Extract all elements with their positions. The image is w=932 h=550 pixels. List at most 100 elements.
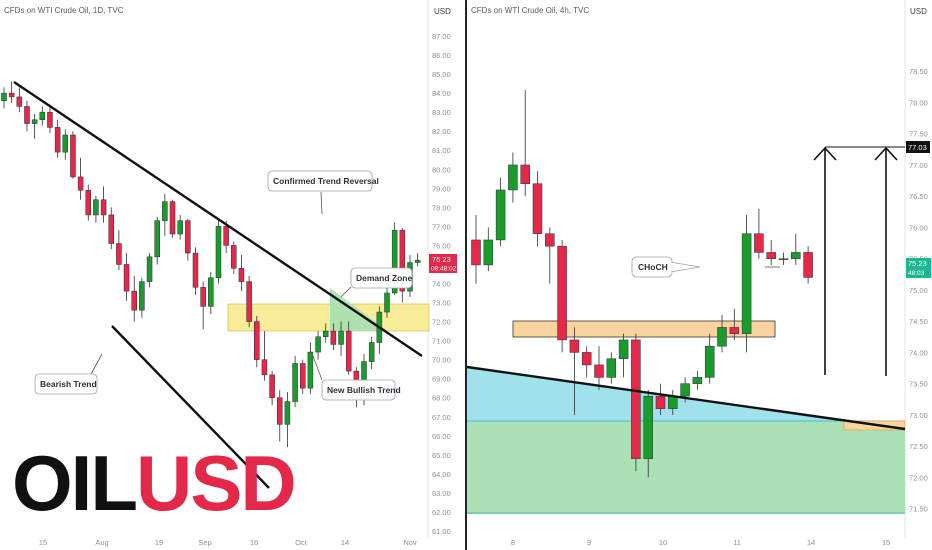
brand-right: USD bbox=[136, 439, 295, 527]
candle-body bbox=[704, 345, 715, 378]
daily-x-tick-label: 15 bbox=[39, 538, 47, 547]
candle bbox=[471, 214, 481, 284]
candle bbox=[238, 254, 245, 292]
candle-body bbox=[618, 339, 629, 359]
candle-body bbox=[123, 264, 130, 292]
candle-body bbox=[803, 252, 813, 278]
candle bbox=[741, 214, 752, 353]
candle-body bbox=[277, 397, 283, 425]
candle bbox=[108, 207, 114, 250]
candle-body bbox=[594, 364, 604, 378]
candle-body bbox=[399, 229, 406, 292]
candle bbox=[545, 227, 555, 284]
candle-body bbox=[246, 281, 252, 322]
candle-body bbox=[754, 233, 764, 253]
candle bbox=[508, 152, 518, 203]
daily-y-axis: 87.00 86.00 85.00 84.00 83.00 82.00 81.00 80.00… bbox=[432, 32, 451, 536]
h4-y-tick-label: 71.50 bbox=[909, 505, 928, 514]
candle-body bbox=[299, 363, 306, 389]
h4-y-tick-label: 73.00 bbox=[909, 411, 928, 420]
h4-chart-header: CFDs on WTI Crude Oil, 4h, TVC bbox=[471, 6, 589, 15]
candle-body bbox=[345, 330, 352, 372]
h4-x-tick-label: 8 bbox=[511, 538, 515, 547]
candle bbox=[246, 275, 252, 328]
target-price-badge bbox=[906, 141, 930, 153]
candle bbox=[277, 390, 283, 442]
h4-y-tick-label: 73.50 bbox=[909, 380, 928, 389]
daily-y-tick-label: 77.00 bbox=[432, 222, 451, 231]
candle bbox=[100, 186, 107, 223]
h4-countdown: 48:03 bbox=[908, 270, 925, 277]
candle-body bbox=[643, 395, 653, 459]
candle-body bbox=[729, 327, 740, 334]
candle bbox=[631, 333, 641, 472]
candle bbox=[330, 323, 337, 351]
daily-y-tick-label: 71.00 bbox=[432, 337, 451, 346]
h4-y-tick-label: 76.00 bbox=[909, 223, 928, 232]
bearish-trend-callout bbox=[34, 373, 98, 395]
daily-y-tick-label: 72.00 bbox=[432, 318, 451, 327]
h4-last-price-badge bbox=[906, 258, 931, 278]
candle bbox=[47, 104, 53, 134]
daily-x-axis: 15 Aug 19 Sep 16 Oct 14 Nov bbox=[39, 538, 417, 547]
candle bbox=[778, 252, 789, 265]
daily-y-tick-label: 78.00 bbox=[432, 203, 451, 212]
candle bbox=[185, 218, 191, 261]
bearish-trend-label: Bearish Trend bbox=[40, 379, 97, 389]
candle-body bbox=[62, 134, 69, 153]
candle-body bbox=[655, 395, 666, 409]
candle bbox=[414, 253, 421, 267]
candle-body bbox=[557, 245, 567, 341]
candle-body bbox=[108, 214, 114, 244]
candle-body bbox=[261, 359, 268, 376]
candle-body bbox=[508, 164, 518, 191]
daily-chart-header: CFDs on WTI Crude Oil, 1D, TVC bbox=[4, 6, 124, 15]
candle bbox=[766, 239, 776, 265]
candle bbox=[8, 81, 15, 103]
candle-body bbox=[269, 374, 275, 398]
bullish-trend-callout bbox=[321, 379, 396, 401]
h4-x-tick-label: 11 bbox=[733, 538, 741, 547]
candle bbox=[754, 208, 764, 259]
h4-y-tick-label: 76.50 bbox=[909, 192, 928, 201]
candle bbox=[192, 247, 199, 295]
h4-chart-panel: CFDs on WTI Crude Oil, 4h, TVC USD 78.50… bbox=[466, 0, 931, 547]
candle bbox=[569, 327, 580, 415]
daily-x-tick-label: 16 bbox=[250, 538, 258, 547]
daily-y-tick-label: 86.00 bbox=[432, 51, 451, 60]
candle-body bbox=[215, 226, 222, 279]
daily-y-tick-label: 65.00 bbox=[432, 451, 451, 460]
h4-currency-label: USD bbox=[910, 7, 927, 16]
trend-reversal-pointer bbox=[320, 191, 323, 215]
candle-body bbox=[292, 363, 298, 402]
trend-reversal-label: Confirmed Trend Reversal bbox=[273, 176, 379, 186]
candle bbox=[31, 114, 38, 139]
daily-y-tick-label: 64.00 bbox=[432, 470, 451, 479]
candle bbox=[338, 321, 344, 356]
candle bbox=[62, 129, 69, 160]
daily-y-tick-label: 83.00 bbox=[432, 108, 451, 117]
daily-y-tick-label: 73.00 bbox=[432, 299, 451, 308]
candle bbox=[177, 214, 183, 240]
candle-body bbox=[146, 256, 153, 282]
candle-body bbox=[93, 199, 99, 216]
candle bbox=[557, 239, 567, 353]
daily-y-tick-label: 84.00 bbox=[432, 89, 451, 98]
h4-candles bbox=[471, 89, 813, 478]
daily-x-tick-label: Sep bbox=[198, 538, 211, 547]
candle bbox=[70, 131, 76, 179]
candle-body bbox=[330, 330, 337, 345]
daily-y-tick-label: 62.00 bbox=[432, 508, 451, 517]
candle-body bbox=[391, 229, 398, 294]
candle bbox=[16, 87, 23, 113]
candle bbox=[116, 230, 122, 271]
daily-last-price-badge bbox=[429, 254, 457, 273]
candle bbox=[169, 199, 176, 238]
brand-logo: OILUSD bbox=[12, 439, 295, 527]
candle bbox=[594, 346, 604, 390]
candle bbox=[307, 342, 314, 394]
candle-body bbox=[606, 358, 617, 378]
daily-y-tick-label: 66.00 bbox=[432, 432, 451, 441]
candle-body bbox=[368, 342, 375, 362]
candle bbox=[729, 308, 740, 340]
